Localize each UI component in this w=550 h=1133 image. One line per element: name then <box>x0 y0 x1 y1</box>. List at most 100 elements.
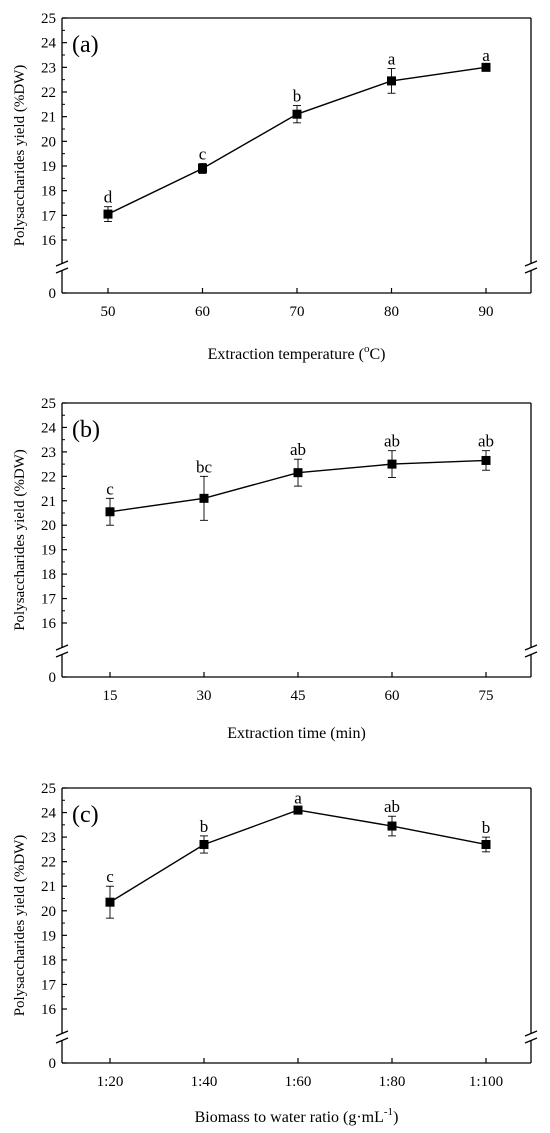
y-tick-label: 19 <box>41 928 56 944</box>
significance-letter: b <box>482 818 491 837</box>
data-point <box>105 897 115 907</box>
data-point <box>293 468 303 478</box>
y-tick-label: 17 <box>41 977 57 993</box>
x-tick-label: 75 <box>479 688 494 704</box>
axis-break-right <box>524 1030 538 1044</box>
data-point <box>198 163 207 173</box>
x-axis-label-sup: o <box>364 343 370 355</box>
significance-letter: bc <box>196 457 213 476</box>
significance-letter: ab <box>384 432 400 451</box>
significance-letter: c <box>199 145 207 164</box>
significance-letter: ab <box>478 432 494 451</box>
significance-letter: b <box>293 87 302 106</box>
x-tick-label: 60 <box>385 688 400 704</box>
y-tick-label: 18 <box>41 567 56 583</box>
axes-frame <box>55 787 538 1064</box>
x-axis-label-main: Extraction temperature ( <box>208 346 364 363</box>
y-tick-label: 16 <box>41 233 57 249</box>
y-tick-label: 0 <box>49 1056 57 1072</box>
x-axis-label: Extraction time (min) <box>227 725 366 742</box>
data-point <box>481 62 491 72</box>
y-axis-label: Polysaccharides yield (%DW) <box>12 835 28 1017</box>
chart-panel-a: 0 16 17 18 19 20 21 22 23 24 25 50 60 70 80 90 d c b a a (a) P… <box>12 11 538 363</box>
data-point <box>387 76 396 86</box>
y-tick-label: 25 <box>41 396 56 412</box>
data-point <box>387 821 397 831</box>
data-point <box>481 839 491 849</box>
y-tick-label: 18 <box>41 184 56 200</box>
axis-break-left <box>55 1030 69 1044</box>
x-tick-label: 45 <box>291 688 306 704</box>
chart-panel-c: 0 16 17 18 19 20 21 22 23 24 25 1:20 1:40 1:60 1:80 1:1… <box>12 781 538 1126</box>
y-tick-label: 22 <box>41 469 56 485</box>
x-tick-label: 80 <box>384 304 399 320</box>
significance-letter: a <box>482 46 490 65</box>
data-point <box>293 805 303 815</box>
data-point <box>103 209 113 219</box>
axis-break-right <box>524 644 538 658</box>
y-axis-label: Polysaccharides yield (%DW) <box>12 449 28 631</box>
x-axis-label-main: Biomass to water ratio (g·mL <box>195 1109 384 1126</box>
y-tick-label: 24 <box>41 420 57 436</box>
axis-break-left <box>55 260 69 274</box>
data-point <box>199 839 209 849</box>
y-tick-label: 24 <box>41 36 57 52</box>
y-tick-label: 17 <box>41 208 57 224</box>
y-tick-label: 20 <box>41 134 56 150</box>
significance-letter: ab <box>384 797 400 816</box>
x-tick-label: 1:20 <box>97 1074 124 1090</box>
x-tick-label: 70 <box>290 304 305 320</box>
y-tick-label: 23 <box>41 60 56 76</box>
significance-letter: a <box>294 789 302 808</box>
data-point <box>105 507 115 517</box>
data-point <box>199 493 209 503</box>
axis-break-right <box>524 260 538 274</box>
axis-break-left <box>55 644 69 658</box>
y-tick-label: 17 <box>41 592 57 608</box>
y-tick-label: 23 <box>41 445 56 461</box>
y-tick-label: 22 <box>41 855 56 871</box>
data-point <box>387 459 397 469</box>
significance-letter: c <box>106 867 114 886</box>
y-tick-label: 20 <box>41 904 56 920</box>
significance-letter: d <box>104 188 113 207</box>
panel-label: (b) <box>72 417 100 443</box>
axes-frame <box>55 17 538 294</box>
y-tick-label: 16 <box>41 1002 57 1018</box>
x-axis-label-sup: -1 <box>384 1106 393 1118</box>
y-tick-label: 20 <box>41 518 56 534</box>
significance-letter: b <box>200 817 209 836</box>
series-line <box>109 809 487 903</box>
x-tick-label: 15 <box>103 688 118 704</box>
x-axis-label-tail: C) <box>369 346 385 363</box>
x-tick-label: 1:100 <box>469 1074 503 1090</box>
y-tick-label: 18 <box>41 953 56 969</box>
significance-letter: a <box>388 50 396 69</box>
x-tick-label: 50 <box>101 304 116 320</box>
y-tick-label: 24 <box>41 806 57 822</box>
y-tick-label: 21 <box>41 110 56 126</box>
y-tick-label: 23 <box>41 830 56 846</box>
x-tick-label: 1:60 <box>285 1074 312 1090</box>
x-axis-label: Biomass to water ratio (g·mL-1) <box>195 1106 399 1126</box>
x-axis-label: Extraction temperature (oC) <box>208 343 386 363</box>
y-tick-label: 19 <box>41 543 56 559</box>
data-point <box>292 109 302 119</box>
y-tick-label: 0 <box>49 670 57 686</box>
y-tick-label: 19 <box>41 159 56 175</box>
x-tick-label: 1:40 <box>191 1074 218 1090</box>
panel-label: (c) <box>72 802 99 828</box>
x-axis-label-tail: ) <box>393 1109 398 1126</box>
panel-label: (a) <box>72 32 99 58</box>
significance-letter: ab <box>290 440 306 459</box>
significance-letter: c <box>106 479 114 498</box>
y-tick-label: 25 <box>41 781 56 797</box>
chart-panel-b: 0 16 17 18 19 20 21 22 23 24 25 15 30 45 60 75 c bc ab ab ab… <box>12 396 538 742</box>
y-axis-label: Polysaccharides yield (%DW) <box>12 65 28 247</box>
y-tick-label: 21 <box>41 879 56 895</box>
x-tick-label: 90 <box>479 304 494 320</box>
y-tick-label: 25 <box>41 11 56 27</box>
x-tick-label: 60 <box>195 304 210 320</box>
y-tick-label: 21 <box>41 494 56 510</box>
